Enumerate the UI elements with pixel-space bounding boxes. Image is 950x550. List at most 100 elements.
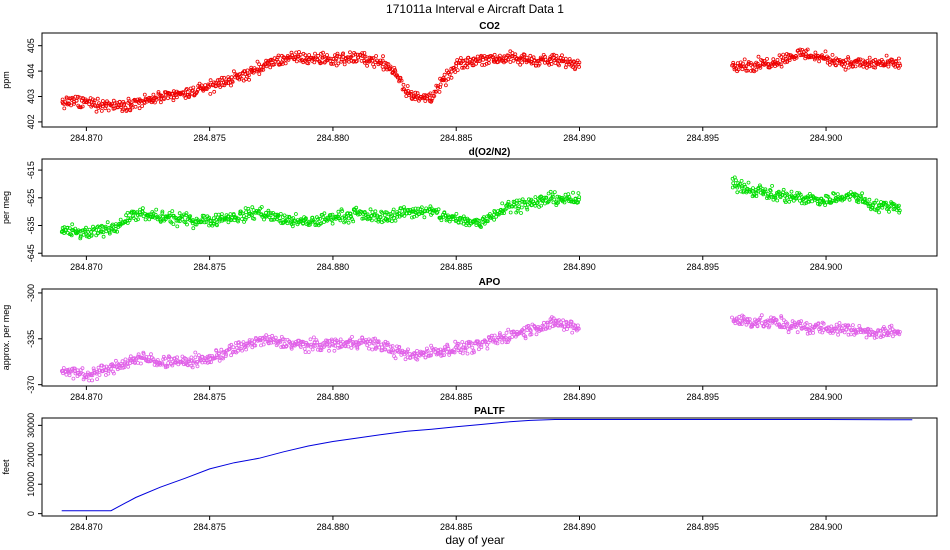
data-point — [204, 87, 209, 91]
panel-title: CO2 — [479, 21, 500, 32]
data-point — [315, 347, 320, 352]
data-point — [293, 212, 298, 216]
figure-title: 171011a Interval e Aircraft Data 1 — [386, 2, 564, 16]
data-point — [513, 52, 518, 57]
data-point — [740, 185, 744, 190]
data-point — [257, 72, 262, 76]
data-point — [214, 348, 219, 353]
data-point — [102, 365, 107, 370]
data-point — [867, 197, 872, 202]
data-point — [93, 104, 98, 109]
data-point — [552, 56, 556, 60]
data-point — [244, 215, 249, 220]
data-point — [75, 230, 80, 235]
data-point — [393, 69, 398, 74]
data-point — [231, 345, 236, 350]
data-point — [529, 203, 534, 208]
data-point — [334, 214, 338, 219]
data-point — [114, 224, 118, 229]
data-point — [557, 318, 561, 323]
data-point — [735, 190, 740, 195]
data-point — [774, 318, 779, 323]
data-point — [186, 357, 191, 362]
data-point — [769, 64, 774, 68]
data-point — [229, 75, 234, 80]
data-point — [289, 346, 294, 351]
data-point — [447, 219, 452, 224]
x-tick-label: 284.885 — [440, 392, 473, 402]
data-point — [217, 358, 222, 363]
data-point — [224, 81, 229, 86]
data-point — [765, 196, 769, 201]
data-point — [165, 96, 170, 101]
data-point — [420, 211, 425, 216]
data-point — [878, 335, 883, 340]
data-point — [781, 52, 786, 57]
series-line — [61, 419, 913, 512]
data-point — [231, 212, 236, 216]
data-point — [440, 353, 445, 358]
data-point — [843, 67, 848, 72]
x-tick-label: 284.875 — [193, 262, 226, 272]
data-point — [474, 221, 479, 225]
data-point — [841, 323, 845, 328]
data-point — [270, 333, 275, 338]
data-point — [175, 355, 180, 360]
data-point — [202, 220, 207, 225]
data-point — [207, 360, 212, 365]
data-point — [278, 338, 283, 343]
data-point — [319, 348, 324, 353]
x-tick-label: 284.885 — [440, 262, 473, 272]
data-point — [220, 83, 225, 88]
data-point — [328, 213, 333, 217]
data-point — [339, 59, 344, 64]
data-point — [453, 70, 458, 74]
data-point — [278, 211, 283, 216]
data-point — [154, 207, 159, 212]
data-point — [185, 90, 190, 94]
data-point — [65, 96, 69, 101]
data-point — [275, 55, 280, 60]
data-point — [161, 97, 166, 102]
data-point — [348, 50, 352, 55]
data-point — [141, 351, 146, 356]
data-point — [338, 337, 343, 342]
data-layer — [60, 47, 903, 114]
data-point — [273, 335, 278, 340]
data-point — [267, 62, 272, 66]
data-point — [897, 61, 902, 66]
x-axis-label: day of year — [445, 533, 504, 547]
data-point — [461, 342, 466, 347]
data-point — [472, 350, 476, 355]
data-point — [71, 376, 76, 381]
data-point — [825, 60, 830, 65]
data-point — [136, 217, 140, 222]
x-tick-label: 284.895 — [686, 262, 719, 272]
data-point — [820, 53, 824, 57]
data-point — [476, 59, 481, 63]
data-point — [392, 66, 397, 70]
data-point — [768, 188, 773, 193]
data-point — [821, 199, 826, 204]
data-point — [754, 67, 759, 72]
data-point — [576, 191, 581, 196]
data-point — [143, 217, 148, 222]
x-tick-label: 284.875 — [193, 522, 226, 532]
data-point — [808, 322, 813, 327]
data-point — [880, 205, 885, 210]
data-point — [402, 208, 407, 213]
data-point — [568, 324, 573, 329]
data-point — [186, 363, 190, 368]
data-point — [365, 212, 370, 217]
data-point — [556, 323, 561, 328]
data-point — [734, 67, 739, 71]
data-point — [158, 219, 163, 224]
data-point — [823, 57, 828, 61]
data-point — [315, 340, 320, 345]
data-point — [187, 216, 192, 221]
x-tick-label: 284.890 — [563, 133, 596, 143]
data-point — [445, 349, 449, 354]
data-point — [369, 213, 374, 218]
data-point — [458, 56, 463, 60]
data-point — [153, 95, 158, 100]
